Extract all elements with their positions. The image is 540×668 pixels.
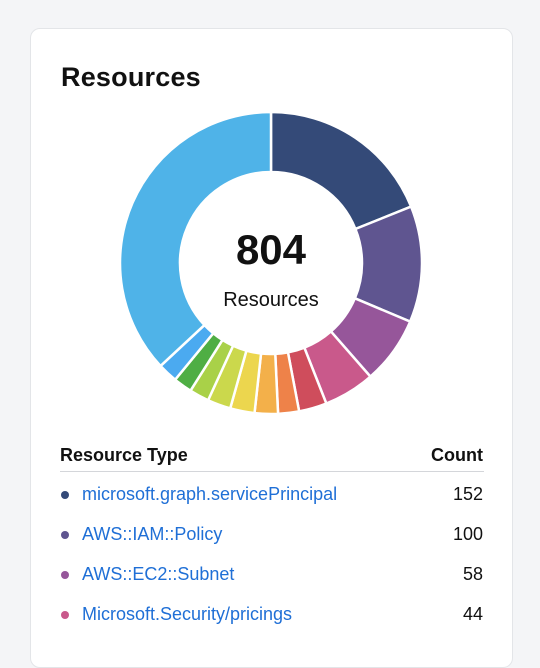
- resource-count: 58: [462, 564, 483, 584]
- resource-type-link[interactable]: AWS::EC2::Subnet: [82, 564, 235, 584]
- resource-type-link[interactable]: AWS::IAM::Policy: [82, 524, 223, 544]
- legend-dot-icon: [61, 571, 69, 579]
- donut-total-label: Resources: [223, 289, 319, 311]
- table-header: Resource Type Count: [60, 441, 484, 472]
- resource-type-link[interactable]: Microsoft.Security/pricings: [82, 604, 293, 624]
- resource-count: 152: [452, 484, 483, 504]
- column-header-count: Count: [431, 445, 483, 465]
- legend-dot-icon: [61, 531, 69, 539]
- resource-count: 100: [452, 524, 483, 544]
- table-row: Microsoft.Security/pricings 44: [60, 596, 484, 636]
- donut-total: 804: [236, 226, 307, 273]
- resource-count: 44: [462, 604, 483, 624]
- donut-slice[interactable]: [269, 110, 413, 231]
- resource-type-list: microsoft.graph.servicePrincipal 152 AWS…: [60, 476, 484, 636]
- column-header-resource-type: Resource Type: [60, 445, 188, 465]
- legend-dot-icon: [61, 491, 69, 499]
- resources-donut-chart: 804 Resources: [118, 110, 424, 416]
- donut-svg: 804 Resources: [118, 110, 424, 416]
- table-row: AWS::IAM::Policy 100: [60, 516, 484, 556]
- card-title: Resources: [61, 62, 201, 92]
- table-row: AWS::EC2::Subnet 58: [60, 556, 484, 596]
- donut-slice[interactable]: [118, 110, 273, 368]
- table-row: microsoft.graph.servicePrincipal 152: [60, 476, 484, 516]
- resource-type-link[interactable]: microsoft.graph.servicePrincipal: [82, 484, 338, 504]
- legend-dot-icon: [61, 611, 69, 619]
